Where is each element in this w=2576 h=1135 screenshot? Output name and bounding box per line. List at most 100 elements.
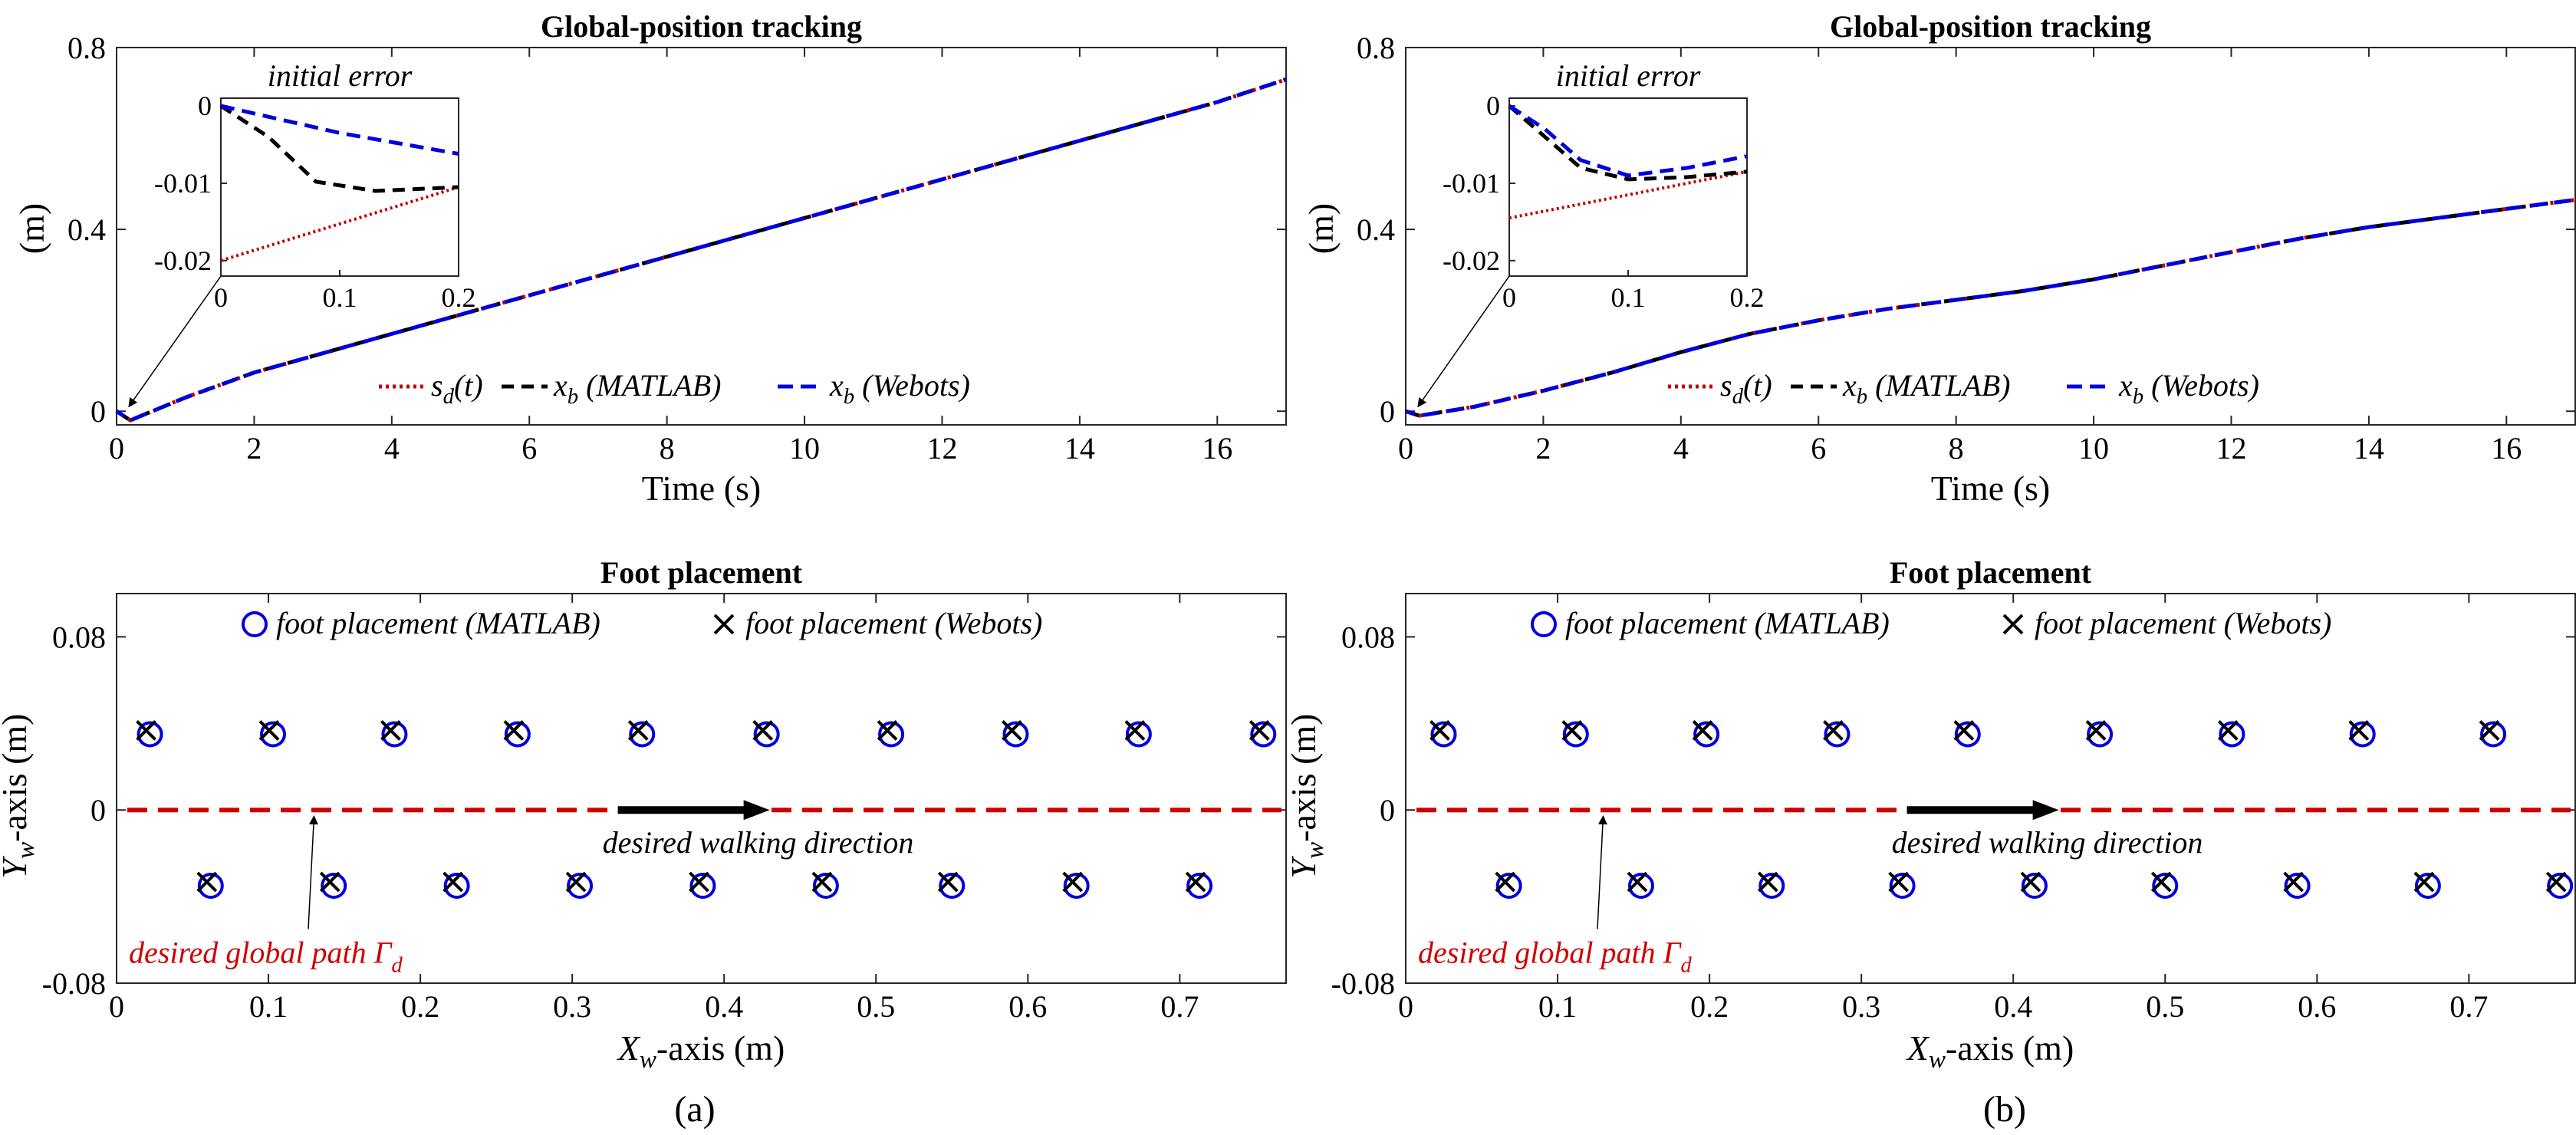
foot-marker-matlab (567, 873, 594, 899)
panel-label: (a) (674, 1089, 715, 1130)
foot-marker-matlab (878, 721, 905, 748)
foot-legend-webots: foot placement (Webots) (745, 606, 1042, 640)
inset-x-tick-label: 0 (1502, 282, 1516, 313)
foot-marker-matlab (1562, 721, 1589, 748)
foot-x-tick-label: 0.4 (1994, 989, 2032, 1024)
y-tick-label: 0 (90, 394, 106, 429)
foot-marker-webots (2085, 720, 2107, 741)
foot-marker-webots (2413, 871, 2435, 893)
legend-marker-matlab (242, 611, 268, 637)
x-tick-label: 12 (2216, 431, 2246, 466)
inset-matlab (219, 104, 459, 193)
foot-marker-webots (2479, 720, 2500, 741)
x-tick-label: 0 (109, 431, 124, 466)
foot-marker-matlab (629, 721, 656, 748)
legend-label: xb (MATLAB) (553, 368, 721, 409)
legend-label: xb (MATLAB) (1842, 368, 2010, 409)
foot-marker-webots (752, 720, 774, 741)
foot-marker-webots (1062, 871, 1084, 893)
inset-connector (1417, 275, 1510, 408)
panel-a: Global-position tracking 0 2 4 6 8 10 12 14 16 0 0.… (0, 9, 1287, 1130)
x-tick-label: 6 (1811, 431, 1826, 466)
foot-marker-webots (1692, 720, 1713, 741)
foot-marker-matlab (689, 873, 716, 899)
foot-marker-matlab (1430, 721, 1457, 748)
panel-label: (b) (1983, 1089, 2026, 1130)
foot-x-tick-label: 0.4 (705, 989, 743, 1024)
foot-marker-webots (2217, 720, 2239, 741)
x-tick-label: 16 (2491, 431, 2522, 466)
inset-webots (220, 104, 459, 156)
foot-marker-webots (1495, 871, 1516, 893)
y-tick-label: 0.8 (1357, 31, 1395, 65)
legend-label: sd(t) (1720, 368, 1772, 409)
x-tick-label: 2 (1535, 431, 1551, 466)
foot-y-tick-label: -0.08 (1331, 966, 1395, 1001)
foot-marker-webots (2020, 871, 2041, 893)
direction-arrow-head (743, 800, 770, 821)
series-webots (1405, 198, 2576, 418)
path-annotation-arrow (308, 815, 318, 929)
foot-marker-matlab (2547, 873, 2574, 899)
tracking-xlabel: Time (s) (1931, 469, 2051, 508)
legend-label: xb (Webots) (2118, 368, 2259, 409)
foot-marker-webots (1888, 871, 1910, 893)
y-tick-label: 0.8 (67, 31, 106, 65)
foot-y-tick-label: 0.08 (1341, 620, 1395, 654)
foot-y-tick-label: -0.08 (42, 966, 106, 1001)
foot-marker-matlab (2480, 721, 2507, 748)
inset-y-tick-label: -0.01 (1443, 168, 1500, 199)
path-annotation-arrow (1597, 815, 1607, 929)
foot-x-tick-label: 0 (109, 989, 124, 1024)
foot-x-tick-label: 0.2 (1690, 989, 1729, 1024)
direction-annotation: desired walking direction (603, 825, 914, 860)
foot-marker-webots (380, 720, 401, 741)
foot-x-tick-label: 0 (1398, 989, 1413, 1024)
foot-marker-matlab (2021, 873, 2048, 899)
foot-x-tick-label: 0.5 (857, 989, 895, 1024)
inset-y-tick-label: 0 (1486, 90, 1500, 121)
inset-title: initial error (1556, 58, 1701, 93)
foot-marker-matlab (2284, 873, 2311, 899)
tracking-title: Global-position tracking (541, 9, 862, 44)
foot-marker-webots (2283, 871, 2304, 893)
inset-x-tick-label: 0.2 (1730, 282, 1765, 313)
foot-marker-webots (196, 871, 218, 893)
foot-marker-webots (136, 720, 156, 741)
foot-marker-matlab (1693, 721, 1720, 748)
foot-axes (116, 593, 1287, 984)
foot-marker-webots (1429, 720, 1450, 741)
foot-x-tick-label: 0.3 (1842, 989, 1880, 1024)
x-tick-label: 10 (2078, 431, 2109, 466)
foot-marker-webots (1953, 720, 1975, 741)
foot-xlabel: Xw-axis (m) (1906, 1028, 2074, 1074)
path-annotation: desired global path Γd (1418, 935, 1692, 977)
foot-marker-matlab (2152, 873, 2179, 899)
foot-x-tick-label: 0.1 (1538, 989, 1577, 1024)
foot-marker-webots (442, 871, 464, 893)
direction-annotation: desired walking direction (1892, 825, 2203, 860)
foot-marker-matlab (1954, 721, 1981, 748)
foot-marker-webots (877, 720, 898, 741)
foot-marker-matlab (1125, 721, 1152, 748)
foot-x-tick-label: 0.6 (1008, 989, 1047, 1024)
foot-x-tick-label: 0.3 (553, 989, 591, 1024)
foot-marker-matlab (753, 721, 780, 748)
foot-legend-matlab: foot placement (MATLAB) (276, 606, 600, 640)
inset-x-tick-label: 0 (214, 282, 228, 313)
foot-y-tick-label: 0 (90, 793, 106, 827)
inset-y-tick-label: 0 (198, 90, 212, 121)
x-tick-label: 2 (246, 431, 262, 466)
foot-marker-matlab (1250, 721, 1277, 748)
legend-label: sd(t) (431, 368, 483, 409)
foot-ylabel: Yw-axis (m) (0, 713, 40, 878)
x-tick-label: 8 (1949, 431, 1964, 466)
foot-x-tick-label: 0.6 (2298, 989, 2336, 1024)
inset-y-tick-label: -0.01 (154, 168, 212, 199)
legend-marker-webots (713, 614, 735, 635)
x-tick-label: 6 (521, 431, 537, 466)
foot-marker-matlab (1063, 873, 1090, 899)
x-tick-label: 14 (1064, 431, 1095, 466)
foot-x-tick-label: 0.5 (2146, 989, 2184, 1024)
foot-marker-matlab (2219, 721, 2245, 748)
